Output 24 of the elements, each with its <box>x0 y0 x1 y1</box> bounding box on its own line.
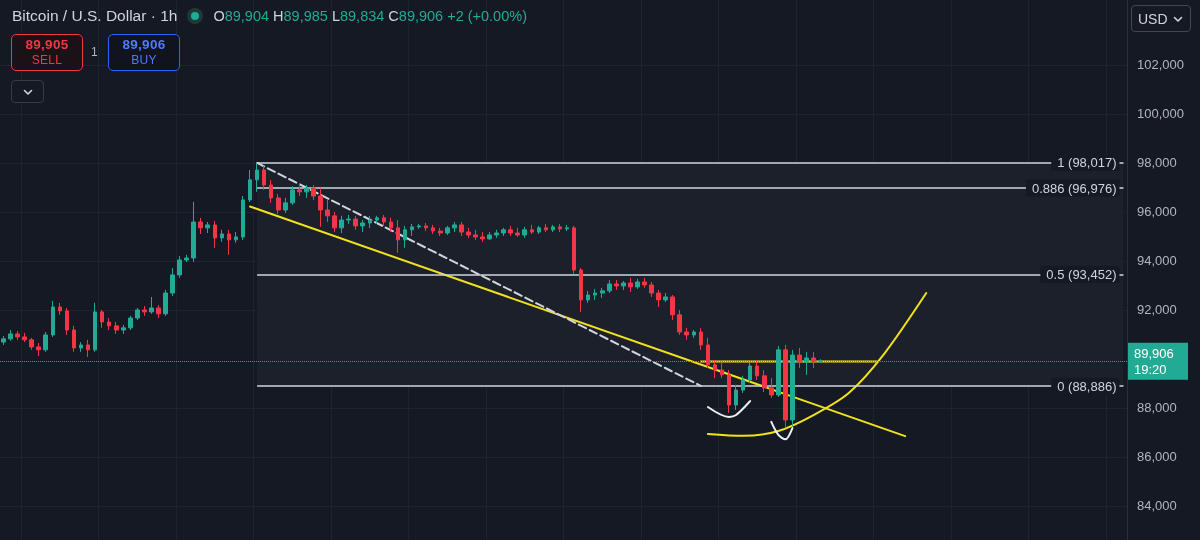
currency-dropdown: USD <box>1131 5 1191 32</box>
chart-title: Bitcoin / U.S. Dollar · 1h <box>12 7 178 25</box>
annotation: O89,904 H89,985 L89,834 C89,906 +2 (+0.00%) <box>213 8 527 24</box>
ref-line-label: 89,906 19:20 <box>1134 345 1174 377</box>
ref-line-label: 1 (98,017) <box>1057 155 1117 171</box>
annotation: 89,906 <box>122 36 166 54</box>
y-tick-label: 88,000 <box>1137 400 1177 416</box>
annotation: BUY <box>131 53 157 69</box>
y-tick-label: 102,000 <box>1137 57 1184 73</box>
sell-button: 89,905 SELL <box>11 34 83 71</box>
y-tick-label: 92,000 <box>1137 302 1177 318</box>
ref-line-label: 0 (88,886) <box>1057 378 1117 394</box>
y-tick-label: 86,000 <box>1137 449 1177 465</box>
y-tick-label: 84,000 <box>1137 498 1177 514</box>
annotation: 1 <box>91 45 98 59</box>
y-tick-label: 100,000 <box>1137 106 1184 122</box>
annotation: SELL <box>31 53 63 69</box>
annotation: 89,905 <box>25 36 69 54</box>
ref-line-label: 0.886 (96,976) <box>1031 180 1117 196</box>
y-tick-label: 98,000 <box>1137 155 1177 171</box>
y-tick-label: 94,000 <box>1137 253 1177 269</box>
y-tick-label: 96,000 <box>1137 204 1177 220</box>
buy-button: 89,906 BUY <box>108 34 180 71</box>
ref-line-label: 0.5 (93,452) <box>1046 266 1117 282</box>
